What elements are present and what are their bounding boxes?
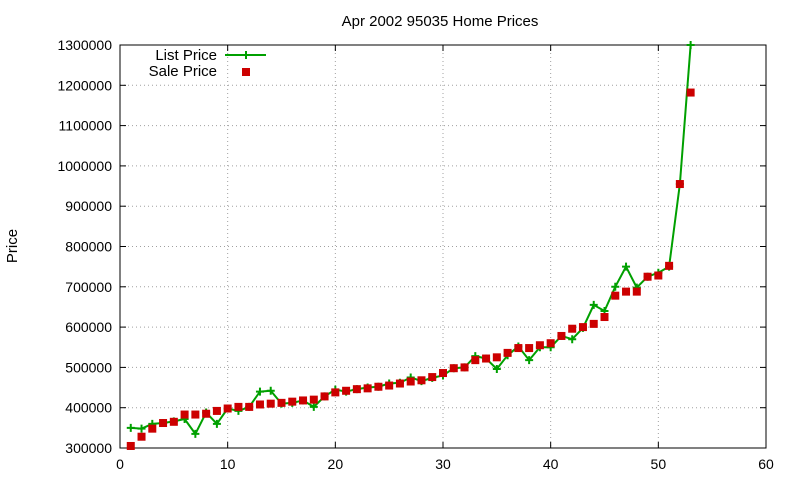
- list-price-point: [126, 423, 135, 432]
- list-price-point: [589, 300, 598, 309]
- sale-price-point: [449, 364, 458, 373]
- sale-price-point: [385, 381, 394, 390]
- sale-price-point: [363, 384, 372, 393]
- y-tick-label: 700000: [65, 279, 112, 295]
- list-price-point: [525, 356, 534, 365]
- x-tick-label: 50: [651, 456, 667, 472]
- y-tick-label: 1300000: [57, 37, 112, 53]
- sale-price-point: [406, 377, 415, 386]
- sale-price-point: [492, 353, 501, 362]
- y-tick-label: 800000: [65, 239, 112, 255]
- sale-price-point: [622, 287, 631, 296]
- sale-price-point: [137, 432, 146, 441]
- sale-price-point: [266, 399, 275, 408]
- sale-price-point: [557, 331, 566, 340]
- sale-price-point: [600, 313, 609, 322]
- y-tick-label: 500000: [65, 359, 112, 375]
- sale-price-point: [643, 272, 652, 281]
- sale-price-point: [212, 406, 221, 415]
- sale-price-point: [126, 441, 135, 450]
- list-price-point: [309, 402, 318, 411]
- list-price-point: [255, 387, 264, 396]
- list-price-point: [191, 429, 200, 438]
- sale-price-point: [169, 417, 178, 426]
- x-tick-label: 40: [543, 456, 559, 472]
- sale-price-point: [675, 180, 684, 189]
- sale-price-point: [439, 369, 447, 378]
- sale-price-point: [148, 424, 157, 433]
- sale-price-point: [460, 363, 469, 372]
- chart-title: Apr 2002 95035 Home Prices: [342, 13, 539, 30]
- sale-price-point: [255, 400, 264, 409]
- list-price-point: [266, 386, 275, 395]
- legend-label: List Price: [155, 47, 217, 64]
- y-tick-label: 300000: [65, 440, 112, 456]
- sale-price-point: [686, 88, 695, 97]
- sale-price-point: [352, 385, 361, 394]
- sale-price-point: [417, 376, 426, 385]
- list-price-point: [212, 419, 221, 428]
- sale-price-point: [223, 404, 232, 413]
- sale-price-point: [395, 379, 404, 388]
- sale-price-point: [482, 354, 491, 363]
- x-tick-label: 20: [328, 456, 344, 472]
- plot-data: [126, 41, 695, 450]
- list-price-point: [137, 424, 146, 433]
- sale-price-point: [234, 402, 243, 411]
- sale-price-point: [202, 409, 211, 418]
- sale-price-point: [546, 339, 555, 348]
- sale-price-point: [288, 397, 297, 406]
- sale-price-point: [428, 373, 437, 382]
- list-price-point: [492, 365, 501, 374]
- sale-price-point: [245, 402, 254, 411]
- sale-price-point: [471, 356, 480, 365]
- sale-price-point: [299, 396, 308, 405]
- x-tick-label: 60: [758, 456, 774, 472]
- list-price-point: [622, 262, 631, 271]
- sale-price-point: [514, 344, 523, 353]
- list-price-point: [611, 282, 620, 291]
- sale-price-point: [342, 386, 351, 395]
- sale-price-point: [180, 410, 189, 419]
- y-axis-label: Price: [4, 229, 21, 263]
- legend-marker-square: [242, 68, 250, 76]
- sale-price-point: [611, 291, 620, 300]
- sale-price-point: [654, 271, 663, 280]
- sale-price-point: [578, 323, 587, 332]
- y-tick-label: 900000: [65, 198, 112, 214]
- y-tick-label: 1200000: [57, 77, 112, 93]
- sale-price-point: [568, 324, 577, 333]
- sale-price-point: [525, 344, 534, 353]
- axes: 0 10 20 30 40 50 60 300000 400000 500000 600000 700…: [57, 37, 774, 472]
- sale-price-point: [503, 348, 512, 357]
- list-price-point: [568, 335, 577, 344]
- y-tick-label: 1100000: [59, 118, 113, 134]
- y-tick-label: 400000: [65, 400, 112, 416]
- x-tick-label: 10: [220, 456, 236, 472]
- y-tick-label: 600000: [65, 319, 112, 335]
- x-tick-label: 30: [435, 456, 451, 472]
- sale-price-point: [191, 410, 200, 419]
- sale-price-point: [665, 261, 674, 270]
- sale-price-point: [632, 287, 641, 296]
- legend-marker-plus: [242, 51, 250, 59]
- sale-price-point: [589, 319, 598, 328]
- sale-price-point: [331, 388, 340, 397]
- sale-price-point: [309, 395, 318, 404]
- legend-label: Sale Price: [149, 63, 217, 80]
- sale-price-point: [535, 341, 544, 350]
- sale-price-point: [159, 419, 168, 428]
- sale-price-point: [374, 382, 383, 391]
- sale-price-point: [320, 392, 329, 401]
- list-price-point: [686, 41, 695, 49]
- x-tick-label: 0: [116, 456, 124, 472]
- y-tick-label: 1000000: [57, 158, 112, 174]
- sale-price-point: [277, 398, 286, 407]
- grid-lines: [120, 45, 766, 448]
